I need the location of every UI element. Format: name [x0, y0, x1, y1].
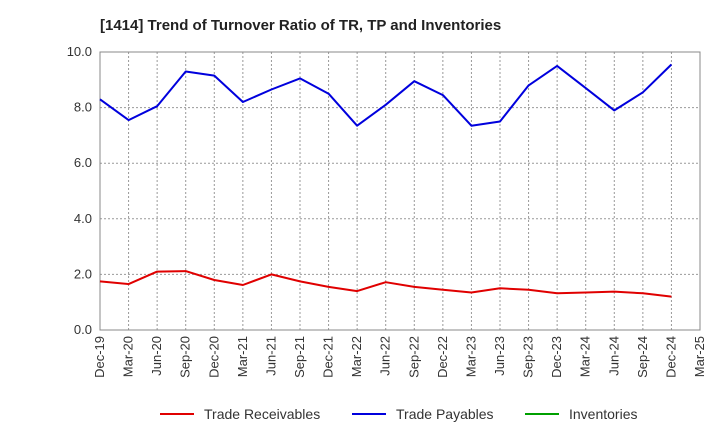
- x-tick-label: Jun-22: [378, 336, 393, 376]
- x-tick-label: Mar-22: [349, 336, 364, 377]
- y-tick-label: 10.0: [67, 44, 92, 59]
- x-tick-label: Sep-22: [406, 336, 421, 378]
- x-tick-label: Sep-20: [178, 336, 193, 378]
- y-tick-label: 4.0: [74, 211, 92, 226]
- x-axis: Dec-19 Mar-20 Jun-20 Sep-20 Dec-20 Mar-21 Jun-…: [92, 336, 707, 378]
- legend: Trade Receivables Trade Payables Inventori…: [160, 406, 637, 422]
- x-tick-label: Mar-24: [578, 336, 593, 377]
- series-line-trade-payables: [99, 63, 673, 127]
- y-axis: 0.0 2.0 4.0 6.0 8.0 10.0: [67, 44, 92, 337]
- x-tick-label: Jun-20: [149, 336, 164, 376]
- legend-label-inventories: Inventories: [569, 406, 637, 422]
- x-tick-label: Mar-25: [692, 336, 707, 377]
- x-tick-label: Dec-24: [663, 336, 678, 378]
- x-tick-label: Jun-23: [492, 336, 507, 376]
- y-tick-label: 0.0: [74, 322, 92, 337]
- x-tick-label: Mar-21: [235, 336, 250, 377]
- plot-area-border: [99, 51, 701, 331]
- grid: [100, 52, 700, 330]
- x-tick-label: Sep-21: [292, 336, 307, 378]
- y-tick-label: 6.0: [74, 155, 92, 170]
- series-line-trade-receivables: [99, 270, 672, 298]
- x-tick-label: Mar-20: [121, 336, 136, 377]
- x-tick-label: Jun-24: [606, 336, 621, 376]
- series-group: [99, 63, 673, 298]
- legend-label-trade-receivables: Trade Receivables: [204, 406, 320, 422]
- x-tick-label: Mar-23: [463, 336, 478, 377]
- legend-label-trade-payables: Trade Payables: [396, 406, 494, 422]
- y-tick-label: 8.0: [74, 100, 92, 115]
- x-tick-label: Sep-23: [521, 336, 536, 378]
- x-tick-label: Dec-21: [321, 336, 336, 378]
- x-tick-label: Dec-23: [549, 336, 564, 378]
- x-tick-label: Dec-19: [92, 336, 107, 378]
- x-tick-label: Sep-24: [635, 336, 650, 378]
- y-tick-label: 2.0: [74, 266, 92, 281]
- chart-title: [1414] Trend of Turnover Ratio of TR, TP…: [100, 17, 501, 34]
- x-tick-label: Dec-22: [435, 336, 450, 378]
- x-tick-label: Jun-21: [263, 336, 278, 376]
- x-tick-label: Dec-20: [206, 336, 221, 378]
